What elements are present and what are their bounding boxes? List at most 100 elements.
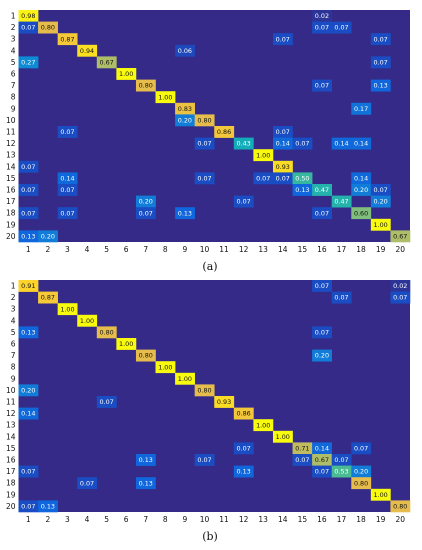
cell-r10-c10	[194, 384, 215, 397]
cell-label-r17-c19: 0.20	[374, 198, 388, 206]
cell-r15-c12	[233, 442, 254, 455]
cell-r3-c14	[272, 33, 293, 46]
cell-r16-c16	[312, 184, 332, 196]
x-tick-label-13: 13	[258, 245, 268, 254]
y-tick-label-11: 11	[6, 128, 16, 137]
cell-r20-c2	[38, 500, 58, 513]
cell-label-r16-c15: 0.13	[295, 186, 309, 194]
cell-label-r18-c7: 0.07	[139, 209, 153, 217]
y-tick-label-10: 10	[6, 386, 16, 395]
cell-label-r8-c8: 1.00	[158, 93, 172, 101]
cell-r2-c16	[312, 21, 332, 34]
cell-r12-c15	[292, 137, 313, 150]
cell-label-r15-c10: 0.07	[197, 175, 211, 183]
cell-r17-c19	[370, 195, 391, 208]
cell-r1-c1	[18, 10, 39, 22]
cell-label-r18-c16: 0.07	[315, 209, 329, 217]
cell-label-r17-c7: 0.20	[139, 198, 153, 206]
cell-label-r9-c18: 0.17	[354, 105, 368, 113]
x-tick-label-16: 16	[317, 245, 327, 254]
x-tick-label-19: 19	[376, 515, 386, 524]
x-tick-label-12: 12	[239, 515, 249, 524]
cell-r18-c18	[351, 477, 372, 490]
cell-r16-c15	[292, 454, 313, 466]
cell-r5-c16	[312, 326, 332, 339]
cell-r18-c16	[312, 207, 332, 220]
x-tick-label-5: 5	[104, 245, 109, 254]
cell-label-r17-c17: 0.53	[334, 468, 348, 476]
cell-label-r19-c19: 1.00	[374, 221, 388, 229]
cell-label-r7-c16: 0.20	[315, 352, 329, 360]
x-tick-label-7: 7	[143, 245, 148, 254]
cell-label-r18-c7: 0.13	[139, 479, 153, 487]
cell-label-r5-c1: 0.27	[21, 59, 35, 67]
cell-r7-c7	[135, 349, 156, 362]
cell-r3-c3	[57, 303, 78, 316]
cell-r15-c15	[292, 172, 313, 185]
heatmap-panel-b: 0.91 0.07 0.02 0.87 0.07 0.07 1.00 1.00 0.13 0.80…	[6, 280, 411, 524]
y-tick-label-5: 5	[11, 58, 16, 67]
x-tick-label-4: 4	[85, 515, 90, 524]
cell-label-r7-c7: 0.80	[139, 352, 153, 360]
cell-r7-c19	[370, 79, 391, 92]
cell-r12-c17	[331, 137, 352, 150]
y-tick-label-7: 7	[11, 81, 16, 90]
cell-r12-c1	[18, 407, 39, 420]
cell-r17-c16	[312, 465, 332, 478]
cell-label-r2-c16: 0.07	[315, 24, 329, 32]
cell-label-r15-c15: 0.50	[295, 175, 309, 183]
cell-label-r15-c15: 0.71	[295, 445, 309, 453]
cell-label-r16-c7: 0.13	[139, 456, 153, 464]
x-tick-label-3: 3	[65, 245, 70, 254]
heatmap-panel-a: 0.98 0.02 0.07 0.80 0.07 0.07 0.87 0.07 0.07 0.94…	[6, 10, 411, 254]
cell-label-r9-c9: 0.83	[178, 105, 192, 113]
cell-label-r17-c18: 0.20	[354, 468, 368, 476]
cell-r18-c3	[57, 207, 78, 220]
cell-r14-c14	[272, 430, 293, 443]
cell-label-r14-c1: 0.07	[21, 163, 35, 171]
x-tick-label-7: 7	[143, 515, 148, 524]
cell-label-r5-c19: 0.07	[374, 59, 388, 67]
cell-label-r3-c14: 0.07	[276, 35, 290, 43]
cell-label-r2-c2: 0.87	[41, 294, 55, 302]
x-tick-label-5: 5	[104, 515, 109, 524]
x-tick-label-9: 9	[182, 245, 187, 254]
cell-r16-c17	[331, 454, 352, 466]
cell-label-r5-c16: 0.07	[315, 329, 329, 337]
cell-label-r3-c3: 0.87	[60, 35, 74, 43]
cell-r4-c9	[175, 44, 195, 57]
cell-r15-c14	[272, 172, 293, 185]
cell-r5-c19	[370, 56, 391, 69]
cell-r1-c16	[312, 280, 332, 292]
cell-label-r11-c14: 0.07	[276, 128, 290, 136]
cell-r17-c12	[233, 465, 254, 478]
cell-label-r15-c18: 0.14	[354, 175, 368, 183]
y-tick-label-13: 13	[6, 151, 16, 160]
cell-r6-c6	[116, 68, 137, 80]
cell-r9-c9	[175, 102, 195, 115]
cell-label-r2-c17: 0.07	[334, 24, 348, 32]
y-tick-label-9: 9	[11, 374, 16, 383]
cell-r20-c1	[18, 500, 39, 513]
x-tick-label-6: 6	[124, 245, 129, 254]
cell-r11-c3	[57, 126, 78, 138]
cell-label-r15-c3: 0.14	[60, 175, 74, 183]
cell-label-r18-c3: 0.07	[60, 209, 74, 217]
cell-r16-c7	[135, 454, 156, 466]
cell-label-r4-c9: 0.06	[178, 47, 192, 55]
y-tick-label-5: 5	[11, 328, 16, 337]
y-tick-label-18: 18	[6, 479, 16, 488]
cell-r5-c1	[18, 56, 39, 69]
cell-label-r16-c16: 0.67	[315, 456, 329, 464]
x-tick-label-13: 13	[258, 515, 268, 524]
y-tick-label-16: 16	[6, 186, 16, 195]
cell-r9-c9	[175, 372, 195, 385]
cell-r15-c18	[351, 172, 372, 185]
cell-label-r18-c9: 0.13	[178, 209, 192, 217]
cell-r6-c6	[116, 338, 137, 350]
cell-label-r16-c10: 0.07	[197, 456, 211, 464]
cell-r10-c10	[194, 114, 215, 127]
cell-r8-c8	[155, 91, 176, 104]
y-tick-label-3: 3	[11, 35, 16, 44]
cell-label-r16-c1: 0.07	[21, 186, 35, 194]
